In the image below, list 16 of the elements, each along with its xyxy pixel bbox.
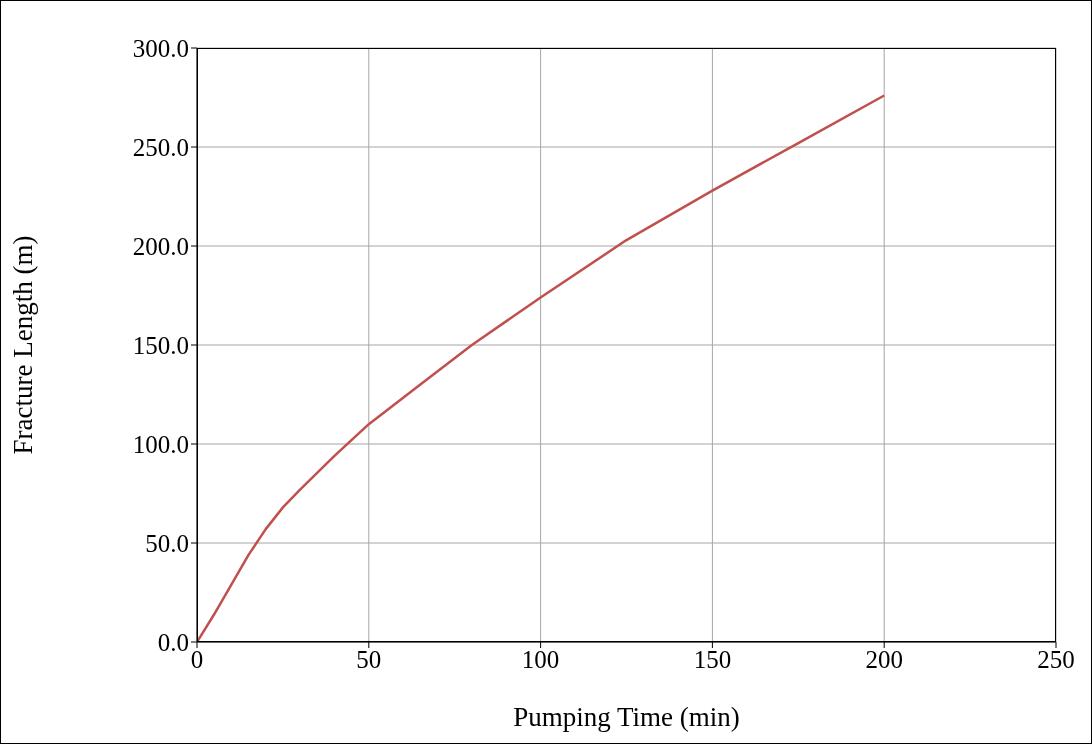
y-tick-label: 300.0: [132, 34, 189, 62]
x-tick-label: 200: [865, 646, 903, 673]
x-axis-title: Pumping Time (min): [513, 702, 740, 732]
y-tick-label: 150.0: [132, 331, 189, 359]
y-axis-title: Fracture Length (m): [7, 235, 38, 455]
x-tick-label: 150: [693, 646, 732, 673]
y-tick-label: 50.0: [145, 529, 189, 557]
y-tick-label: 200.0: [132, 232, 189, 260]
x-tick-label: 100: [521, 646, 560, 673]
x-tick-label: 0: [190, 646, 204, 673]
y-tick-label: 0.0: [157, 628, 189, 656]
x-tick-label: 250: [1037, 646, 1075, 673]
y-tick-label: 250.0: [132, 133, 189, 161]
x-tick-label: 50: [356, 646, 382, 673]
line-series: [197, 94, 886, 642]
y-tick-label: 100.0: [132, 430, 189, 458]
